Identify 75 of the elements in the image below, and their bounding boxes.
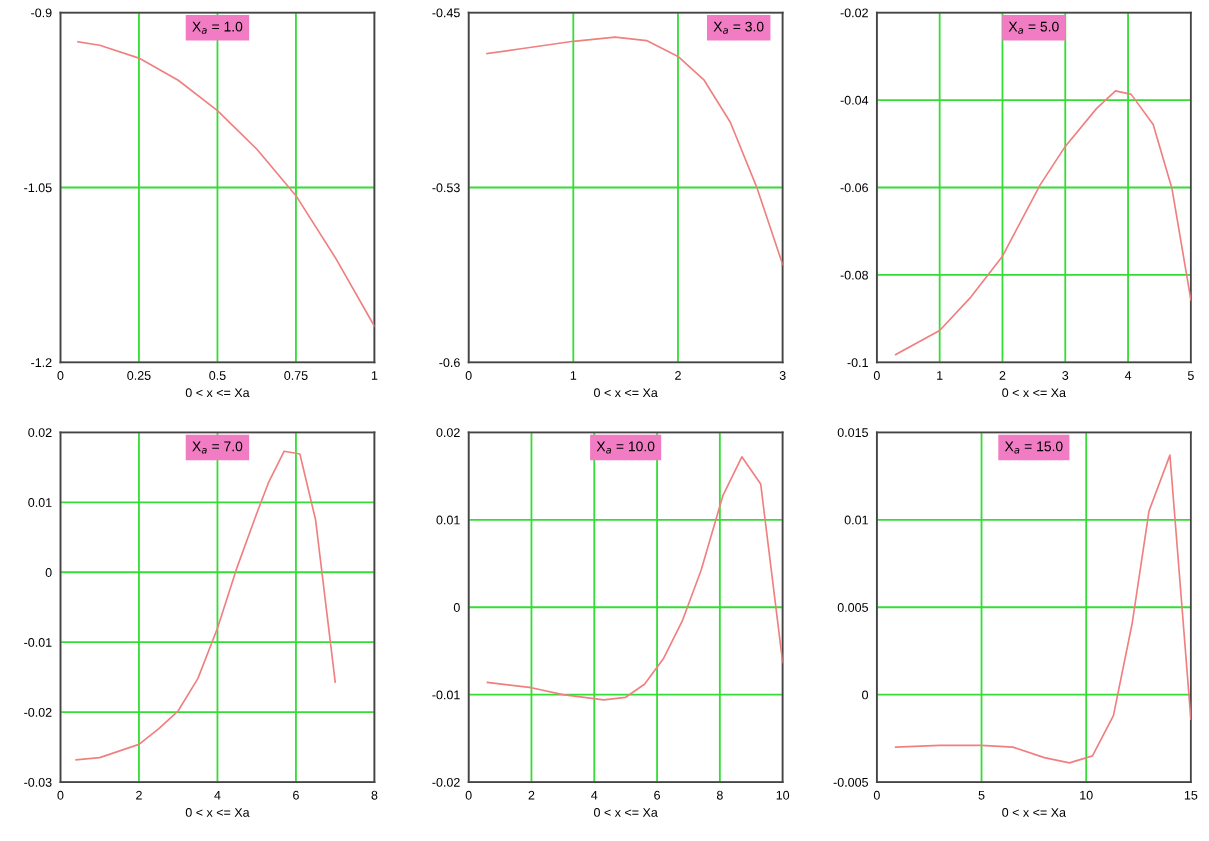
y-tick-label: -0.04 xyxy=(840,95,869,105)
y-tick-label: 0.01 xyxy=(436,515,460,525)
x-axis-title: 0 < x <= Xa xyxy=(594,388,658,398)
y-tick-label: -0.02 xyxy=(24,707,52,717)
x-tick-label: 2 xyxy=(136,790,142,800)
y-tick-label: -0.01 xyxy=(24,638,52,647)
x-tick-label: 4 xyxy=(214,790,221,800)
y-tick-label: 0.02 xyxy=(28,428,52,437)
x-axis-title: 0 < x <= Xa xyxy=(185,388,250,398)
line-series xyxy=(75,450,337,761)
x-tick-label: 0.75 xyxy=(284,371,308,380)
y-tick-label: -0.03 xyxy=(24,777,52,787)
x-tick-label: 8 xyxy=(371,790,378,800)
y-tick-label: -0.9 xyxy=(31,8,52,18)
y-tick-label: -1.2 xyxy=(31,358,52,367)
x-axis-title: 0 < x <= Xa xyxy=(1002,388,1066,398)
x-tick-label: 2 xyxy=(999,371,1006,380)
x-tick-label: 10 xyxy=(1080,790,1093,800)
y-tick-label: 0.01 xyxy=(844,515,868,525)
x-tick-label: 4 xyxy=(1124,371,1132,380)
y-tick-label: -0.53 xyxy=(432,183,460,193)
y-tick-label: 0 xyxy=(862,690,869,700)
y-tick-label: -0.06 xyxy=(840,183,868,193)
y-tick-label: -0.45 xyxy=(432,8,460,18)
x-tick-label: 8 xyxy=(716,790,723,800)
y-tick-label: -0.02 xyxy=(840,8,868,18)
x-axis-title: 0 < x <= Xa xyxy=(185,808,250,817)
x-tick-label: 0.5 xyxy=(209,371,226,380)
x-tick-label: 6 xyxy=(293,790,299,800)
x-tick-label: 1 xyxy=(937,371,943,380)
line-series xyxy=(486,36,783,266)
y-tick-label: 0.02 xyxy=(436,428,460,437)
x-tick-label: 0.25 xyxy=(127,371,151,380)
line-series xyxy=(77,40,375,328)
x-tick-label: 1 xyxy=(570,371,577,380)
x-tick-label: 0 xyxy=(57,371,64,380)
annotation: X$_{a}$ = 15.0 xyxy=(1004,441,1063,454)
y-tick-label: -0.01 xyxy=(432,690,460,700)
line-series xyxy=(894,90,1191,356)
y-tick-label: 0.005 xyxy=(837,603,869,612)
x-tick-label: 0 xyxy=(873,371,880,380)
y-tick-label: -0.08 xyxy=(840,270,868,280)
y-tick-label: -0.6 xyxy=(439,358,460,368)
x-tick-label: 10 xyxy=(776,790,790,800)
x-axis-title: 0 < x <= Xa xyxy=(594,808,658,817)
x-tick-label: 0 xyxy=(465,790,472,800)
x-tick-label: 0 xyxy=(873,790,880,800)
x-tick-label: 5 xyxy=(978,790,985,800)
line-series xyxy=(894,454,1191,764)
x-tick-label: 5 xyxy=(1187,371,1194,380)
annotation: X$_{a}$ = 5.0 xyxy=(1008,21,1059,34)
line-series xyxy=(486,456,783,701)
y-tick-label: -0.005 xyxy=(833,777,869,787)
x-tick-label: 2 xyxy=(675,371,681,380)
x-axis-title: 0 < x <= Xa xyxy=(1002,808,1066,817)
x-tick-label: 2 xyxy=(528,790,535,800)
y-tick-label: -0.02 xyxy=(432,777,460,787)
x-tick-label: 4 xyxy=(591,790,598,800)
x-tick-label: 15 xyxy=(1184,790,1198,800)
x-tick-label: 6 xyxy=(654,790,660,800)
y-tick-label: -1.05 xyxy=(24,183,52,193)
y-tick-label: 0 xyxy=(453,603,460,612)
y-tick-label: 0 xyxy=(45,568,52,577)
annotation: X$_{a}$ = 10.0 xyxy=(596,441,655,454)
annotation: X$_{a}$ = 1.0 xyxy=(192,21,243,34)
y-tick-label: 0.01 xyxy=(28,498,52,507)
annotation: X$_{a}$ = 7.0 xyxy=(192,441,243,454)
x-tick-label: 3 xyxy=(779,371,786,380)
y-tick-label: 0.015 xyxy=(837,428,869,437)
y-tick-label: -0.1 xyxy=(847,358,868,368)
x-tick-label: 0 xyxy=(57,790,64,800)
x-tick-label: 1 xyxy=(371,371,378,380)
x-tick-label: 3 xyxy=(1062,371,1069,380)
x-tick-label: 0 xyxy=(465,371,472,380)
annotation: X$_{a}$ = 3.0 xyxy=(713,21,764,34)
